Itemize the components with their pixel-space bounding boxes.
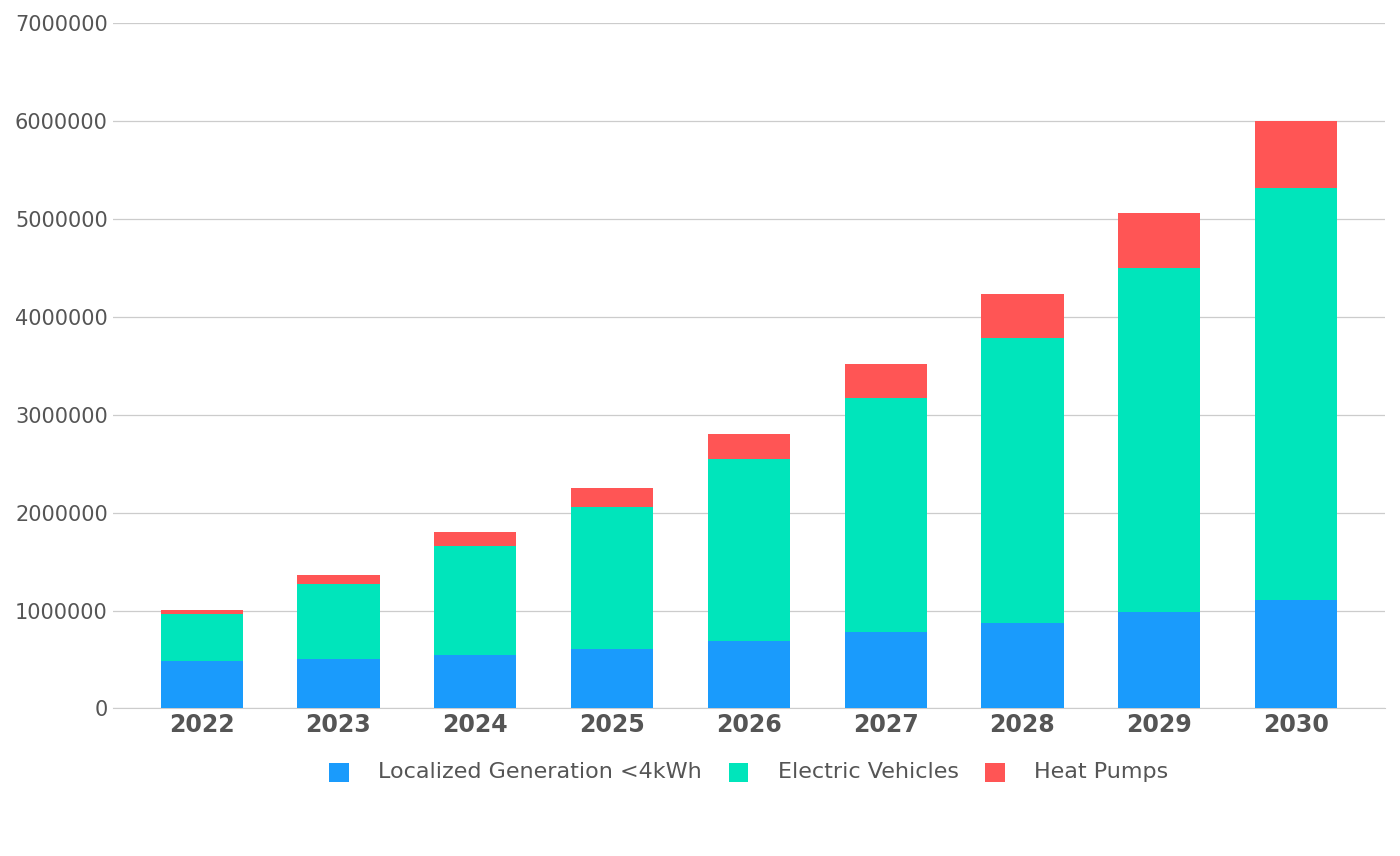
- Bar: [434, 532, 517, 546]
- Bar: [571, 507, 654, 649]
- Legend: Localized Generation <4kWh, Electric Vehicles, Heat Pumps: Localized Generation <4kWh, Electric Veh…: [318, 747, 1179, 794]
- Bar: [1119, 268, 1200, 611]
- Bar: [708, 641, 790, 709]
- Bar: [981, 294, 1064, 338]
- Bar: [844, 364, 927, 398]
- Bar: [844, 632, 927, 709]
- Bar: [161, 615, 242, 662]
- Bar: [981, 338, 1064, 623]
- Bar: [297, 658, 379, 709]
- Bar: [161, 662, 242, 709]
- Bar: [434, 546, 517, 655]
- Bar: [571, 649, 654, 709]
- Bar: [297, 575, 379, 584]
- Bar: [297, 584, 379, 658]
- Bar: [1254, 600, 1337, 709]
- Bar: [1254, 121, 1337, 188]
- Bar: [981, 623, 1064, 709]
- Bar: [708, 434, 790, 459]
- Bar: [571, 488, 654, 507]
- Bar: [708, 459, 790, 641]
- Bar: [844, 398, 927, 632]
- Bar: [161, 609, 242, 615]
- Bar: [1119, 611, 1200, 709]
- Bar: [1119, 213, 1200, 268]
- Bar: [434, 655, 517, 709]
- Bar: [1254, 188, 1337, 600]
